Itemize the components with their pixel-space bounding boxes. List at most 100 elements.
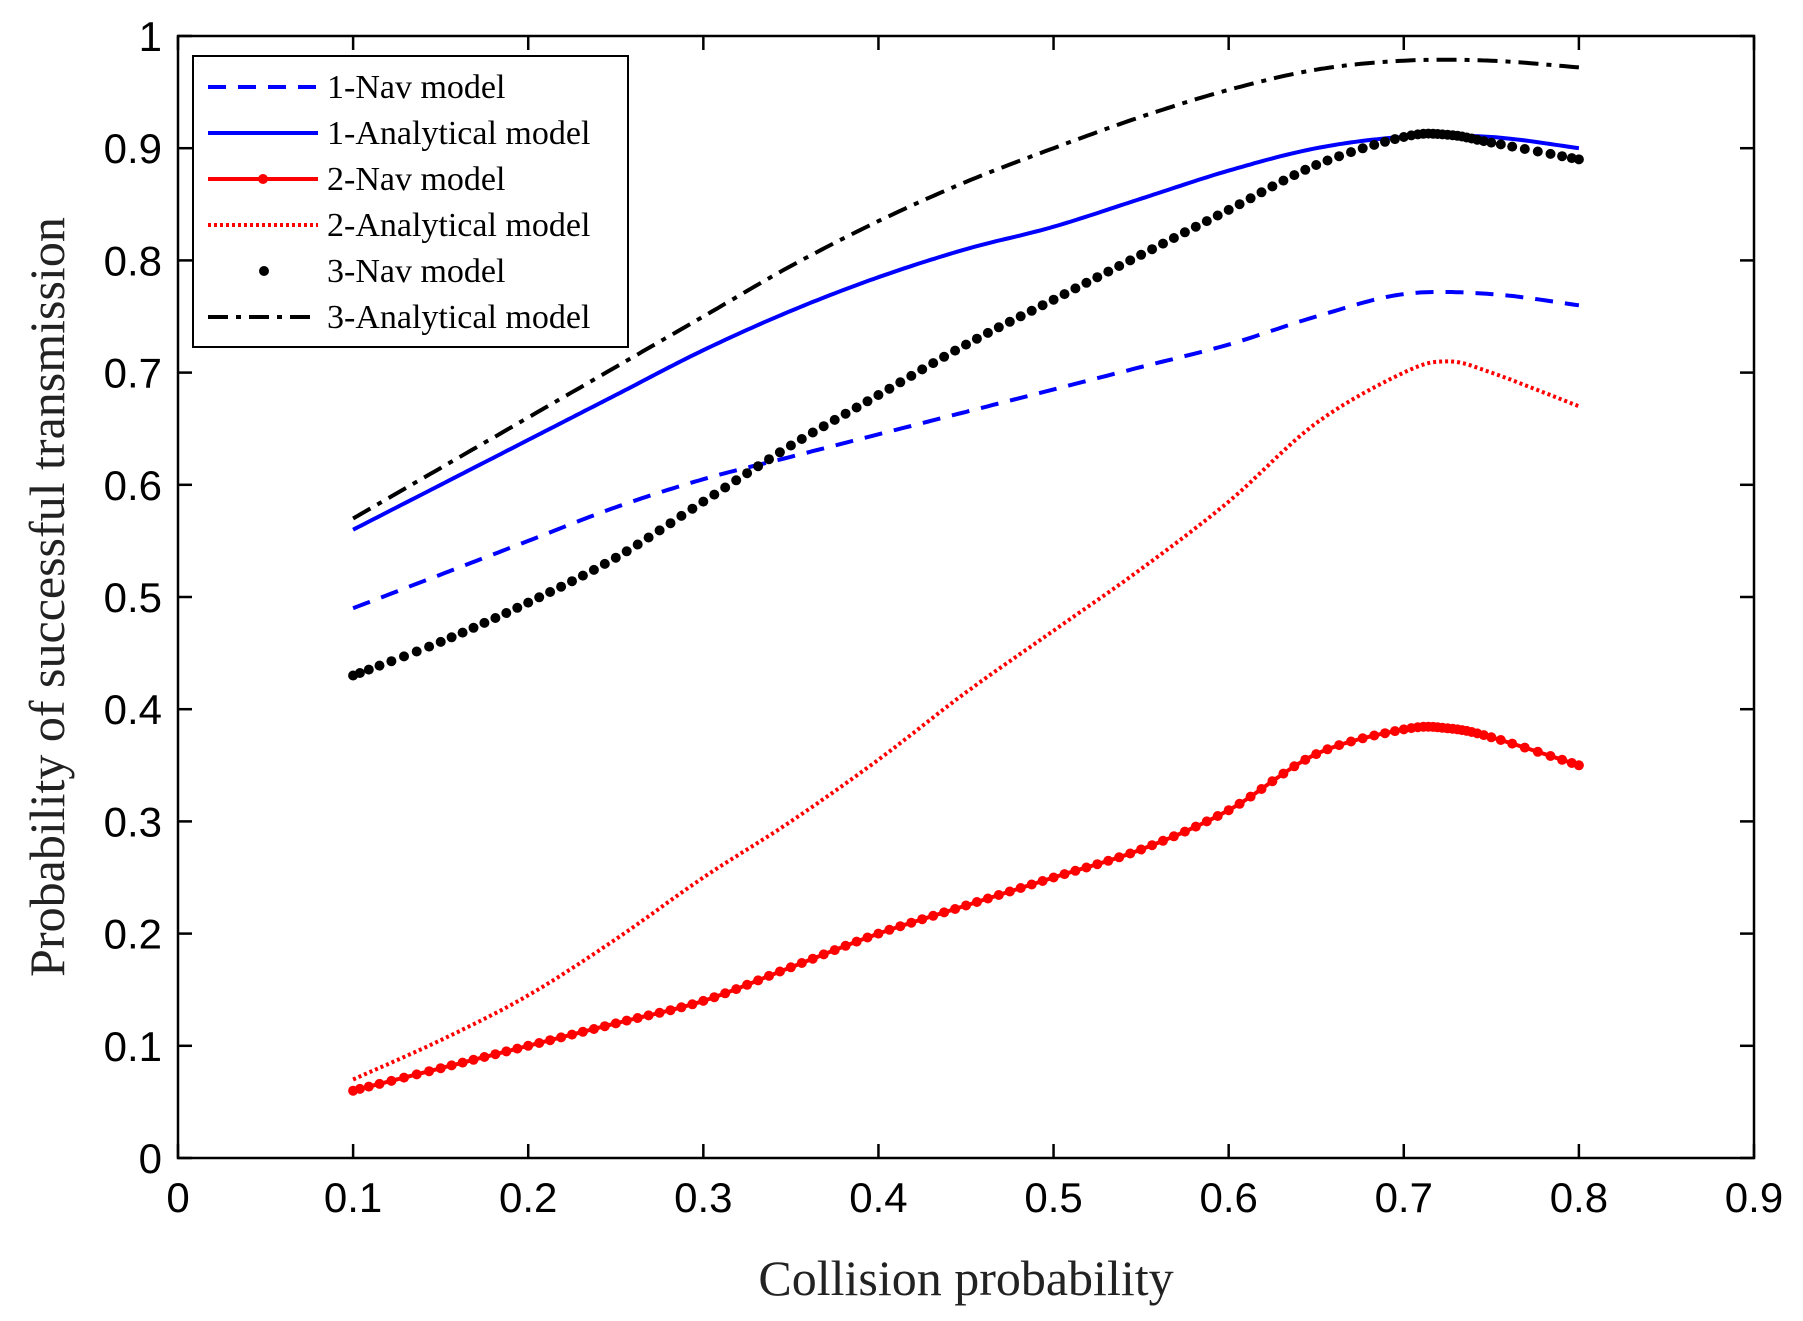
data-point: [1147, 840, 1158, 851]
data-point: [1507, 141, 1518, 152]
data-point: [1380, 728, 1390, 739]
data-point: [1334, 740, 1345, 751]
data-point: [1168, 233, 1179, 243]
data-point: [1147, 244, 1158, 255]
data-point: [1289, 170, 1300, 181]
data-point: [523, 597, 534, 608]
data-point: [588, 1024, 599, 1034]
data-point: [643, 532, 654, 543]
series-1: [352, 289, 1580, 611]
data-point: [873, 390, 884, 400]
data-point: [1519, 144, 1530, 154]
data-point: [829, 414, 840, 425]
data-point: [1267, 181, 1278, 192]
data-point: [840, 408, 851, 419]
series-line: [352, 133, 1580, 532]
data-point: [490, 1049, 501, 1060]
series-line: [352, 289, 1580, 611]
data-point: [610, 1018, 621, 1029]
legend-marker: [258, 174, 268, 184]
data-point: [1070, 283, 1081, 294]
data-point: [1103, 855, 1114, 866]
y-tick-label: 0: [139, 1135, 162, 1182]
data-point: [512, 1043, 523, 1054]
y-tick-label: 0.5: [104, 574, 162, 621]
data-point: [774, 447, 785, 458]
data-point: [676, 510, 687, 521]
data-point: [1311, 749, 1322, 760]
data-point: [1223, 204, 1234, 215]
data-point: [512, 602, 523, 613]
data-point: [1223, 805, 1234, 816]
data-point: [468, 622, 479, 633]
data-point: [632, 1013, 643, 1023]
data-point: [424, 1066, 435, 1077]
data-point: [534, 592, 545, 603]
data-point: [435, 1063, 446, 1074]
data-point: [1037, 300, 1048, 311]
data-point: [1048, 294, 1059, 305]
x-tick-label: 0.1: [324, 1174, 382, 1221]
legend-label: 2-Analytical model: [327, 207, 590, 244]
data-point: [1092, 272, 1103, 283]
data-point: [993, 322, 1004, 333]
data-point: [1278, 768, 1289, 779]
data-point: [982, 893, 993, 904]
legend-item: 1-Analytical model: [208, 115, 590, 152]
data-point: [567, 1029, 577, 1040]
data-point: [354, 1083, 365, 1094]
data-point: [1114, 261, 1125, 271]
data-point: [895, 377, 906, 388]
data-point: [1026, 305, 1037, 316]
data-point: [1015, 311, 1026, 322]
data-point: [1369, 139, 1380, 150]
data-point: [523, 1040, 534, 1051]
data-point: [1357, 733, 1368, 744]
y-tick-label: 1: [139, 13, 162, 60]
data-point: [731, 984, 742, 995]
data-point: [862, 396, 873, 407]
data-point: [687, 503, 698, 514]
data-point: [1114, 852, 1125, 863]
data-point: [545, 587, 556, 597]
data-point: [753, 975, 764, 986]
data-point: [1334, 151, 1345, 162]
data-point: [1495, 139, 1506, 150]
x-tick-label: 0.8: [1550, 1174, 1608, 1221]
legend-item: 1-Nav model: [208, 69, 505, 106]
data-point: [457, 627, 468, 638]
data-point: [399, 651, 409, 662]
data-point: [354, 668, 365, 678]
data-point: [971, 897, 982, 907]
legend-marker: [259, 266, 269, 276]
data-point: [961, 900, 971, 911]
data-point: [993, 890, 1004, 900]
data-point: [742, 979, 753, 990]
data-point: [939, 907, 950, 918]
data-point: [479, 1052, 490, 1062]
legend: 1-Nav model 1-Analytical model 2-Nav model…: [192, 55, 629, 348]
legend-label: 3-Analytical model: [327, 299, 590, 336]
data-point: [1212, 210, 1223, 221]
data-point: [818, 421, 829, 432]
data-point: [665, 1005, 676, 1016]
data-point: [1212, 811, 1223, 821]
data-point: [1311, 160, 1322, 170]
data-point: [577, 570, 588, 581]
x-tick-label: 0.4: [849, 1174, 907, 1221]
data-point: [764, 454, 774, 465]
data-point: [1398, 724, 1409, 735]
data-point: [1357, 143, 1368, 154]
data-point: [1545, 751, 1556, 761]
data-point: [971, 333, 982, 344]
x-tick-label: 0.2: [499, 1174, 557, 1221]
data-point: [884, 383, 895, 394]
data-point: [490, 613, 501, 623]
x-tick-label: 0.9: [1725, 1174, 1783, 1221]
x-tick-label: 0.7: [1375, 1174, 1433, 1221]
series-layer: [348, 57, 1584, 1096]
data-point: [599, 1021, 610, 1032]
data-point: [654, 1007, 665, 1018]
data-point: [1346, 147, 1356, 158]
data-point: [621, 1015, 632, 1026]
